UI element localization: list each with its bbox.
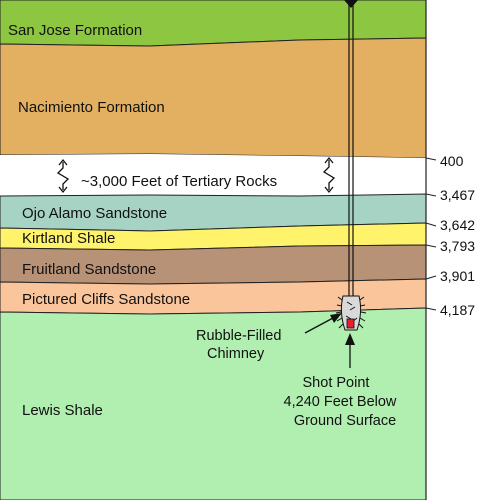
- rubble-chimney: [335, 295, 367, 331]
- label-pictured-cliffs-sandstone: Pictured Cliffs Sandstone: [22, 291, 190, 308]
- break-symbol-right: [322, 156, 336, 194]
- label-san-jose-formation: San Jose Formation: [8, 22, 142, 39]
- depth-label: 3,642: [440, 217, 475, 233]
- shot-point-label-line2: 4,240 Feet Below: [284, 394, 397, 410]
- label-ojo-alamo-sandstone: Ojo Alamo Sandstone: [22, 205, 167, 222]
- depth-ticks: [425, 157, 437, 311]
- chimney-label-line2: Chimney: [207, 346, 265, 362]
- depth-tick-4187: [425, 307, 437, 311]
- depth-label: 3,793: [440, 238, 475, 254]
- layer-tertiary-rocks: [0, 154, 426, 196]
- shot-point-marker: [346, 318, 355, 329]
- chimney-label-line1: Rubble-Filled: [196, 328, 281, 344]
- label-tertiary-rocks: ~3,000 Feet of Tertiary Rocks: [81, 173, 277, 190]
- depth-tick-3793: [425, 244, 437, 248]
- depth-tick-3467: [425, 193, 437, 197]
- depth-label: 400: [440, 153, 464, 169]
- depth-tick-3642: [425, 222, 437, 227]
- shot-point-arrow: [345, 333, 355, 368]
- depth-label: 4,187: [440, 302, 475, 318]
- borehole: [348, 0, 354, 300]
- label-kirtland-shale: Kirtland Shale: [22, 230, 115, 247]
- shot-point-label-line3: Ground Surface: [294, 413, 396, 429]
- break-symbol-left: [56, 158, 70, 194]
- shot-point-label: Shot Point 4,240 Feet Below Ground Surfa…: [284, 375, 401, 429]
- borehole-top-arrow: [344, 0, 358, 8]
- layer-nacimiento-formation: [0, 37, 427, 159]
- chimney-label: Rubble-Filled Chimney: [196, 328, 285, 362]
- shot-point-label-line1: Shot Point: [303, 375, 370, 391]
- chimney-arrow: [304, 313, 342, 334]
- depth-label: 3,467: [440, 187, 475, 203]
- depth-tick-3901: [425, 275, 437, 280]
- label-lewis-shale: Lewis Shale: [22, 402, 103, 419]
- depth-label: 3,901: [440, 268, 475, 284]
- depth-tick-400: [425, 157, 437, 161]
- label-nacimiento-formation: Nacimiento Formation: [18, 99, 165, 116]
- label-fruitland-sandstone: Fruitland Sandstone: [22, 261, 156, 278]
